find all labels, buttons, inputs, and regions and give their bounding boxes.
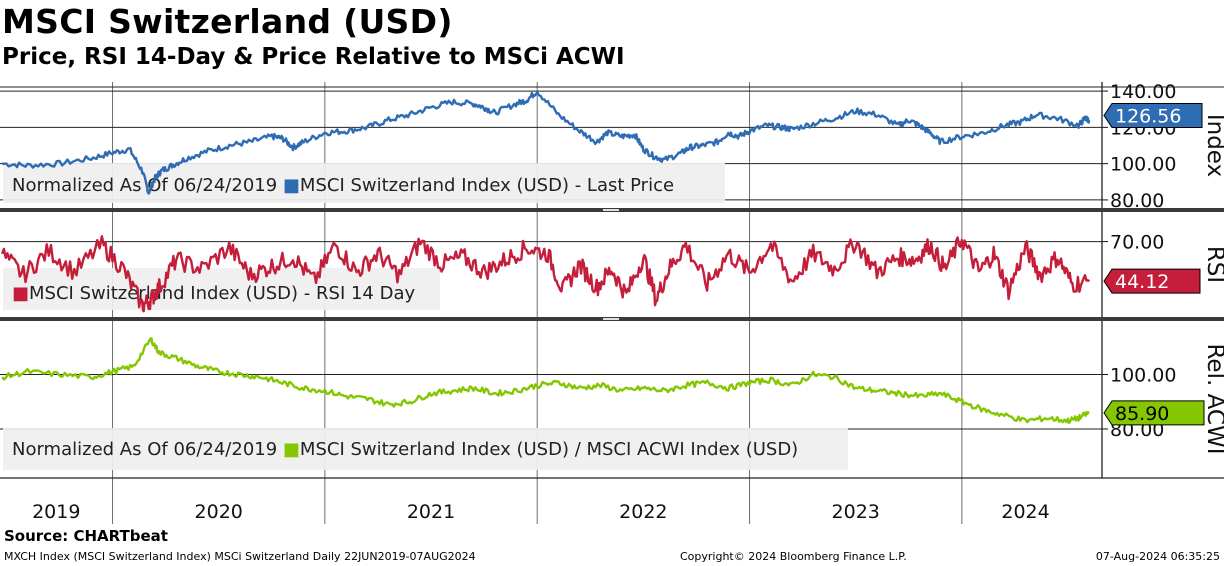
- last-value-label: 85.90: [1115, 403, 1169, 425]
- y-tick-label: 140.00: [1110, 81, 1176, 103]
- y-tick-label: 100.00: [1110, 154, 1176, 176]
- last-value-tag: [1103, 400, 1205, 426]
- footer-description: MXCH Index (MSCI Switzerland Index) MSCi…: [4, 550, 476, 563]
- x-tick-label: 2021: [407, 501, 455, 523]
- rsi-series-line: [0, 235, 1090, 313]
- x-tick-label: 2020: [195, 501, 243, 523]
- x-tick-label: 2019: [32, 501, 80, 523]
- x-tick-label: 2022: [619, 501, 667, 523]
- y-tick-label: 80.00: [1110, 190, 1164, 212]
- footer-copyright: Copyright© 2024 Bloomberg Finance L.P.: [680, 550, 907, 563]
- last-value-tag: [1103, 268, 1201, 294]
- rsi-axis-title: RSI: [1202, 246, 1224, 283]
- y-tick-label: 70.00: [1110, 232, 1164, 254]
- relative-axis-title: Rel. ACWI: [1202, 343, 1224, 454]
- legend-box: [3, 428, 848, 470]
- relative-series-line: [1, 337, 1090, 424]
- price-series-line: [1, 90, 1091, 195]
- last-value-label: 44.12: [1115, 271, 1169, 293]
- legend-text: Normalized As Of 06/24/2019 ■MSCI Switze…: [12, 439, 798, 460]
- source-label: Source: CHARTbeat: [4, 527, 168, 545]
- footer-timestamp: 07-Aug-2024 06:35:25: [1095, 550, 1220, 563]
- x-tick-label: 2023: [832, 501, 880, 523]
- chart-subtitle: Price, RSI 14-Day & Price Relative to MS…: [2, 44, 625, 70]
- legend-box: [3, 163, 725, 203]
- panel-separator-handle: [603, 209, 619, 211]
- price-axis-title: Index: [1202, 114, 1224, 177]
- legend-text: ■MSCI Switzerland Index (USD) - RSI 14 D…: [12, 283, 415, 304]
- chart-title: MSCI Switzerland (USD): [2, 2, 453, 41]
- y-tick-label: 100.00: [1110, 364, 1176, 386]
- x-tick-label: 2024: [1001, 501, 1049, 523]
- last-value-label: 126.56: [1115, 105, 1181, 127]
- panel-separator-handle: [603, 318, 619, 320]
- last-value-tag: [1103, 102, 1203, 128]
- legend-text: Normalized As Of 06/24/2019 ■MSCI Switze…: [12, 175, 674, 196]
